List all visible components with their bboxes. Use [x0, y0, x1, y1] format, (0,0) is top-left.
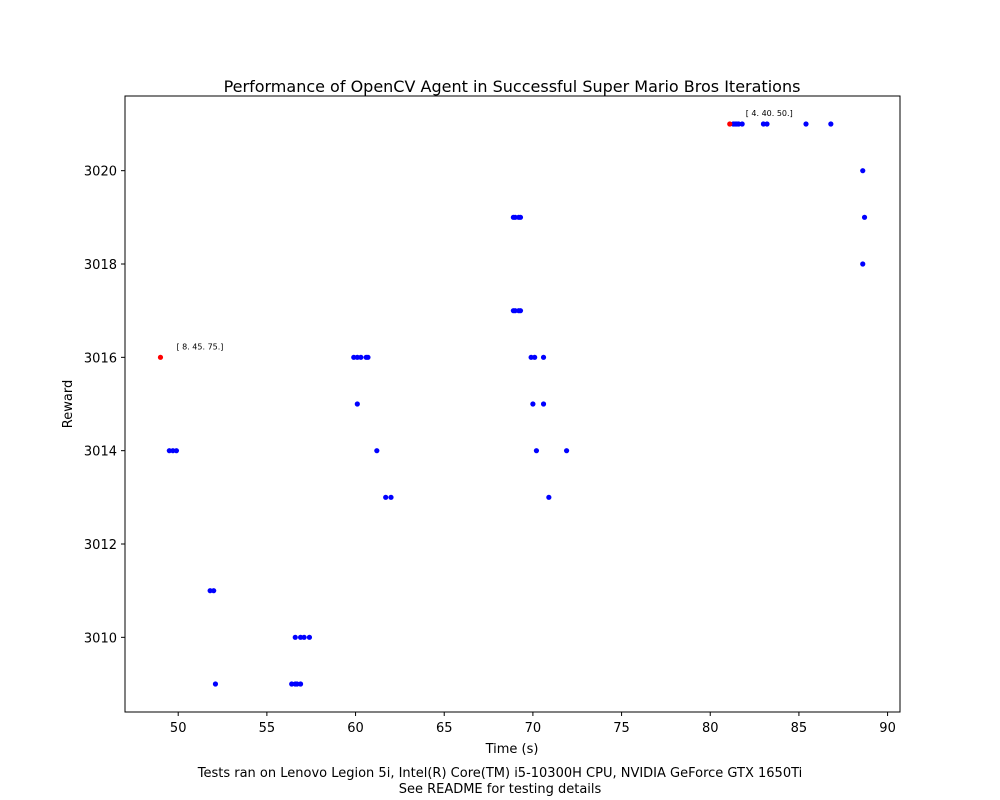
data-point [530, 401, 536, 407]
x-tick-label: 85 [791, 721, 808, 736]
y-tick-label: 3020 [84, 165, 117, 180]
data-point [173, 448, 180, 454]
data-point [517, 308, 524, 314]
data-point [860, 261, 866, 267]
x-tick-label: 55 [259, 721, 276, 736]
data-point [533, 448, 540, 454]
point-annotation: [ 4. 40. 50.] [746, 109, 793, 118]
y-tick-label: 3010 [84, 631, 117, 646]
data-point [861, 214, 868, 220]
footer-readme-note: See README for testing details [398, 782, 602, 797]
y-axis-label: Reward [61, 380, 76, 428]
data-point [828, 121, 834, 127]
y-tick-label: 3014 [84, 445, 117, 460]
footer-hardware-note: Tests ran on Lenovo Legion 5i, Intel(R) … [197, 766, 803, 781]
highlight-point [727, 121, 733, 127]
data-point [517, 214, 524, 220]
x-axis-label: Time (s) [485, 742, 539, 757]
data-point [803, 121, 809, 127]
data-point [563, 448, 570, 454]
data-point [211, 588, 217, 594]
highlight-point [157, 354, 164, 360]
x-tick-label: 60 [347, 721, 364, 736]
x-tick-label: 75 [613, 721, 630, 736]
plot-area-frame [124, 95, 901, 713]
data-point [292, 634, 298, 640]
y-tick-label: 3016 [84, 351, 117, 366]
data-point [354, 401, 360, 407]
data-point [540, 401, 547, 407]
data-point [540, 354, 547, 360]
data-point [358, 354, 364, 360]
x-tick-label: 50 [170, 721, 187, 736]
data-point [388, 494, 394, 500]
data-point [306, 634, 313, 640]
data-point [860, 168, 866, 174]
data-point [212, 681, 219, 687]
point-annotation: [ 8. 45. 75.] [176, 342, 223, 351]
x-tick-label: 80 [702, 721, 719, 736]
data-point [301, 634, 307, 640]
y-tick-label: 3012 [84, 538, 117, 553]
x-tick-label: 65 [436, 721, 453, 736]
chart-title: Performance of OpenCV Agent in Successfu… [224, 77, 801, 96]
x-tick-label: 70 [525, 721, 542, 736]
data-point [297, 681, 304, 687]
data-point [383, 494, 389, 500]
data-point [546, 494, 552, 500]
y-tick-label: 3018 [84, 258, 117, 273]
data-point [764, 121, 770, 127]
data-point [532, 354, 538, 360]
data-point [374, 448, 380, 454]
x-tick-label: 90 [879, 721, 896, 736]
data-point [365, 354, 371, 360]
data-point [739, 121, 745, 127]
